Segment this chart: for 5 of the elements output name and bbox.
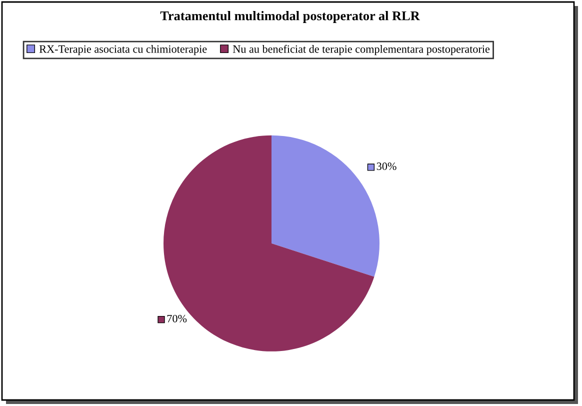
data-label: 30%	[376, 162, 396, 170]
data-label: 70%	[167, 314, 187, 322]
chart-title: Tratamentul multimodal postoperator al RLR	[160, 11, 420, 23]
legend-label: Nu au beneficiat de terapie complementara postoperatorie	[232, 44, 490, 56]
legend-label: RX-Terapie asociata cu chimioterapie	[39, 45, 207, 56]
